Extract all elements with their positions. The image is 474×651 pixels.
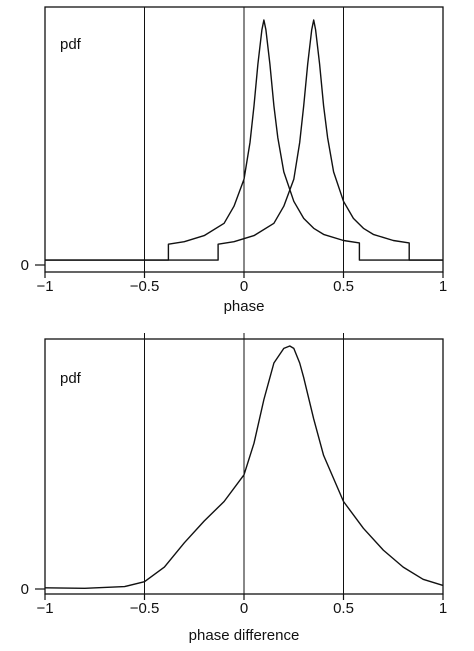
- data-curves: [44, 345, 444, 589]
- x-axis: −1 −0.5 0 0.5 1: [36, 594, 447, 617]
- chart-panel-phase-difference: −1 −0.5 0 0.5 1 0 pdf phase difference: [21, 333, 447, 644]
- x-tick-label: −1: [36, 278, 53, 295]
- x-tick-label: −1: [36, 600, 53, 617]
- x-tick-label: −0.5: [130, 600, 160, 617]
- x-axis: −1 −0.5 0 0.5 1: [36, 272, 447, 295]
- series-line: [45, 19, 443, 261]
- x-axis-title: phase: [224, 298, 265, 315]
- x-tick-label: 0: [240, 600, 248, 617]
- series-line: [44, 345, 444, 589]
- y-axis: 0: [21, 257, 45, 274]
- x-tick-label: 0.5: [333, 278, 354, 295]
- x-axis-title: phase difference: [189, 627, 300, 644]
- x-tick-label: 0: [240, 278, 248, 295]
- reference-lines: [144, 333, 344, 594]
- y-tick-label: 0: [21, 257, 29, 274]
- x-tick-label: 0.5: [333, 600, 354, 617]
- y-axis: 0: [21, 581, 45, 598]
- pdf-annotation: pdf: [60, 370, 82, 387]
- reference-lines: [144, 7, 344, 272]
- y-tick-label: 0: [21, 581, 29, 598]
- x-tick-label: −0.5: [130, 278, 160, 295]
- chart-panel-phase: −1 −0.5 0 0.5 1 0 pdf phase: [21, 6, 447, 315]
- pdf-annotation: pdf: [60, 36, 82, 53]
- x-tick-label: 1: [439, 278, 447, 295]
- x-tick-label: 1: [439, 600, 447, 617]
- series-line: [45, 19, 443, 261]
- data-curves: [45, 19, 443, 261]
